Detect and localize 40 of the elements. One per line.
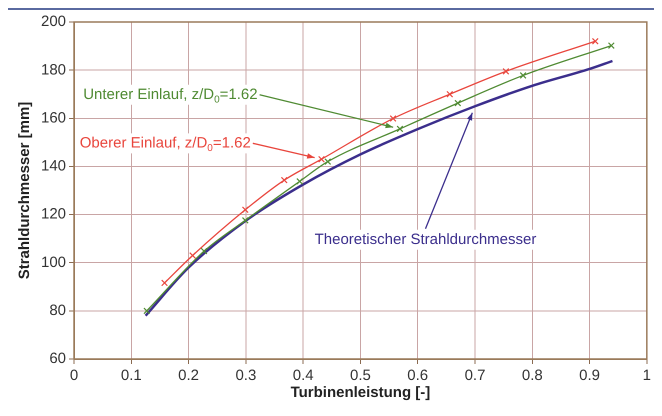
- point: [242, 206, 249, 214]
- y-tick-label: 140: [40, 158, 66, 175]
- point: [592, 38, 599, 45]
- point: [189, 252, 196, 259]
- point: [396, 125, 404, 132]
- x-tick-label: 0.5: [350, 367, 371, 384]
- point: [446, 90, 454, 98]
- x-tick-label: 0: [70, 367, 78, 384]
- x-tick-label: 0.2: [178, 367, 200, 384]
- y-tick-label: 80: [49, 302, 66, 319]
- y-axis-title: Strahldurchmesser [mm]: [16, 102, 34, 280]
- y-tick-label: 100: [40, 254, 66, 271]
- point: [280, 176, 288, 184]
- point: [520, 72, 527, 79]
- y-tick-label: 60: [49, 350, 66, 368]
- y-tick-label: 160: [40, 109, 66, 126]
- point: [390, 115, 397, 122]
- point: [296, 178, 304, 185]
- x-tick-label: 0.9: [579, 367, 600, 384]
- point: [200, 248, 208, 255]
- x-tick-label: 0.4: [292, 367, 314, 384]
- point: [324, 158, 332, 166]
- point: [608, 42, 615, 50]
- x-tick-label: 0.7: [464, 367, 486, 384]
- x-tick-label: 0.6: [407, 367, 428, 384]
- point: [143, 307, 150, 314]
- x-tick-label: 0.3: [235, 367, 256, 384]
- point: [161, 280, 168, 286]
- x-axis-title: Turbinenleistung [-]: [290, 384, 430, 402]
- x-tick-label: 0.8: [522, 367, 543, 384]
- y-tick-label: 200: [40, 13, 66, 30]
- y-tick-label: 180: [40, 61, 66, 78]
- x-tick-label: 1: [642, 367, 651, 384]
- x-tick-label: 0.1: [120, 367, 142, 384]
- point: [502, 68, 510, 75]
- point: [318, 156, 325, 163]
- y-tick-label: 120: [40, 206, 66, 223]
- point: [454, 100, 462, 107]
- text: Theoretischer Strahldurchmesser: [314, 230, 536, 248]
- point: [242, 216, 249, 224]
